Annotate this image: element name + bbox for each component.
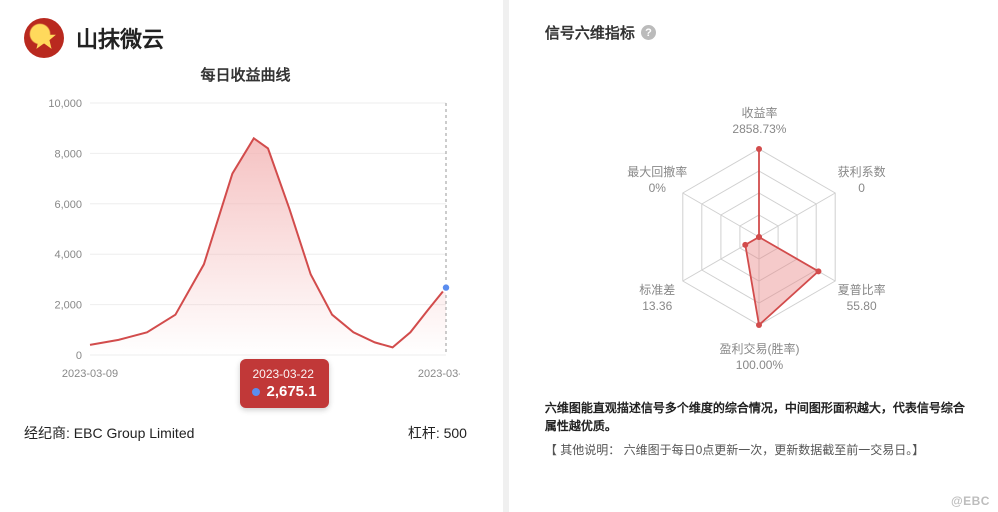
panel-divider xyxy=(503,0,509,512)
left-footer: 经纪商: EBC Group Limited 杠杆: 500 xyxy=(24,423,467,443)
svg-text:10,000: 10,000 xyxy=(49,98,83,110)
broker-pair: 经纪商: EBC Group Limited xyxy=(24,423,194,443)
chart-title: 每日收益曲线 xyxy=(24,64,467,85)
radar-chart: 收益率2858.73% 获利系数0 夏普比率55.80 盈利交易(胜率)100.00%… xyxy=(569,83,949,383)
broker-value: EBC Group Limited xyxy=(74,425,195,441)
trader-header: 山抹微云 xyxy=(24,18,467,58)
help-icon[interactable]: ? xyxy=(641,25,656,40)
leverage-pair: 杠杆: 500 xyxy=(408,423,467,443)
tooltip-date: 2023-03-22 xyxy=(252,367,316,381)
radar-axis-label: 获利系数0 xyxy=(822,164,902,196)
star-icon xyxy=(31,25,57,51)
left-panel: 山抹微云 每日收益曲线 0 2,000 4,000 6,000 8,000 10,000 2… xyxy=(0,0,491,512)
tooltip-dot-icon xyxy=(252,388,260,396)
right-title-row: 信号六维指标 ? xyxy=(545,22,974,43)
leverage-value: 500 xyxy=(444,425,467,441)
radar-axis-label: 收益率2858.73% xyxy=(719,105,799,137)
broker-label: 经纪商: xyxy=(24,425,70,441)
svg-text:2,000: 2,000 xyxy=(55,300,83,312)
svg-text:2023-03-22: 2023-03-22 xyxy=(418,368,460,380)
radar-axis-label: 夏普比率55.80 xyxy=(822,282,902,314)
svg-text:0: 0 xyxy=(76,350,82,362)
svg-text:6,000: 6,000 xyxy=(55,199,83,211)
right-title: 信号六维指标 xyxy=(545,22,635,43)
trader-name: 山抹微云 xyxy=(76,22,164,54)
daily-return-chart: 0 2,000 4,000 6,000 8,000 10,000 2023-03-09 202… xyxy=(30,95,460,395)
svg-text:8,000: 8,000 xyxy=(55,148,83,160)
right-panel: 信号六维指标 ? 收益率2858.73% 获利系数0 夏普比率55.80 盈利交易(胜… xyxy=(521,0,998,512)
radar-axis-label: 最大回撤率0% xyxy=(617,164,697,196)
trader-avatar xyxy=(24,18,64,58)
watermark: @EBC xyxy=(951,494,990,508)
radar-axis-label: 标准差13.36 xyxy=(617,282,697,314)
radar-axis-label: 盈利交易(胜率)100.00% xyxy=(719,341,799,373)
leverage-label: 杠杆: xyxy=(408,425,440,441)
radar-description-sub: 【 其他说明： 六维图于每日0点更新一次，更新数据截至前一交易日。】 xyxy=(545,441,974,458)
chart-tooltip: 2023-03-22 2,675.1 xyxy=(240,359,328,408)
tooltip-value: 2,675.1 xyxy=(266,383,316,400)
svg-text:2023-03-09: 2023-03-09 xyxy=(62,368,118,380)
radar-description: 六维图能直观描述信号多个维度的综合情况，中间图形面积越大，代表信号综合属性越优质… xyxy=(545,399,974,435)
svg-text:4,000: 4,000 xyxy=(55,249,83,261)
